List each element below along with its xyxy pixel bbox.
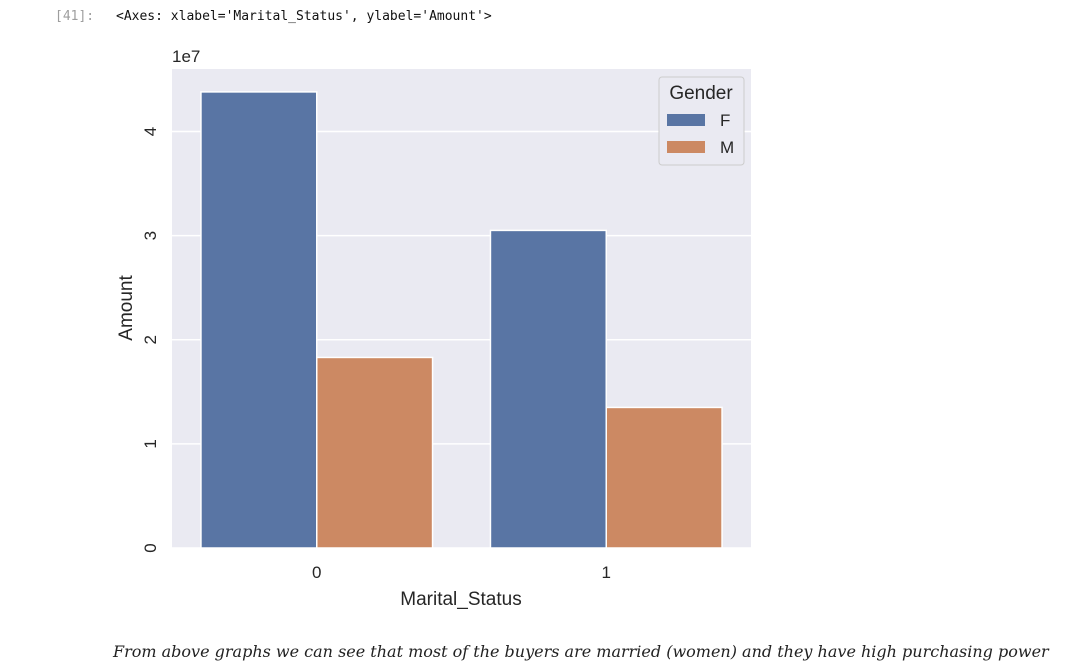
legend-label-f: F [720,111,730,130]
y-tick-label: 2 [141,335,160,344]
legend-swatch-m [667,141,705,153]
y-scale-label: 1e7 [172,47,200,66]
x-tick-label: 0 [312,563,321,582]
y-tick-label: 1 [141,439,160,448]
x-axis-label: Marital_Status [400,589,521,610]
cell-output-text: <Axes: xlabel='Marital_Status', ylabel='… [116,9,492,24]
y-axis-label: Amount [116,275,137,341]
y-tick-label: 4 [141,127,160,136]
legend-label-m: M [720,138,734,157]
bar-m-1 [605,406,723,549]
bar-m-0 [316,356,434,549]
markdown-caption: From above graphs we can see that most o… [113,642,1049,661]
legend-swatch-f [667,114,705,126]
bars [200,91,723,549]
y-ticks: 0 1 2 3 4 [141,127,160,553]
bar-f-1 [489,229,608,549]
y-tick-label: 0 [141,543,160,552]
cell-prompt: [41]: [55,9,95,24]
y-tick-label: 3 [141,231,160,240]
legend-title: Gender [669,83,733,104]
legend: Gender F M [658,76,745,166]
x-tick-label: 1 [602,563,611,582]
bar-f-0 [200,91,318,549]
